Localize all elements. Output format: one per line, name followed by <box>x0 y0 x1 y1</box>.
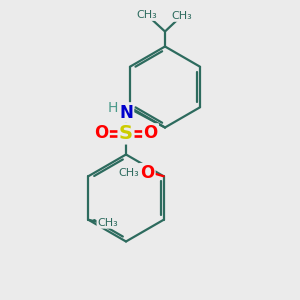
Text: CH₃: CH₃ <box>118 168 139 178</box>
Text: CH₃: CH₃ <box>98 218 118 228</box>
Text: O: O <box>140 164 154 182</box>
Text: N: N <box>119 103 133 122</box>
Text: S: S <box>119 124 133 143</box>
Text: CH₃: CH₃ <box>171 11 192 21</box>
Text: CH₃: CH₃ <box>136 10 158 20</box>
Text: O: O <box>143 124 158 142</box>
Text: H: H <box>107 101 118 115</box>
Text: O: O <box>94 124 109 142</box>
